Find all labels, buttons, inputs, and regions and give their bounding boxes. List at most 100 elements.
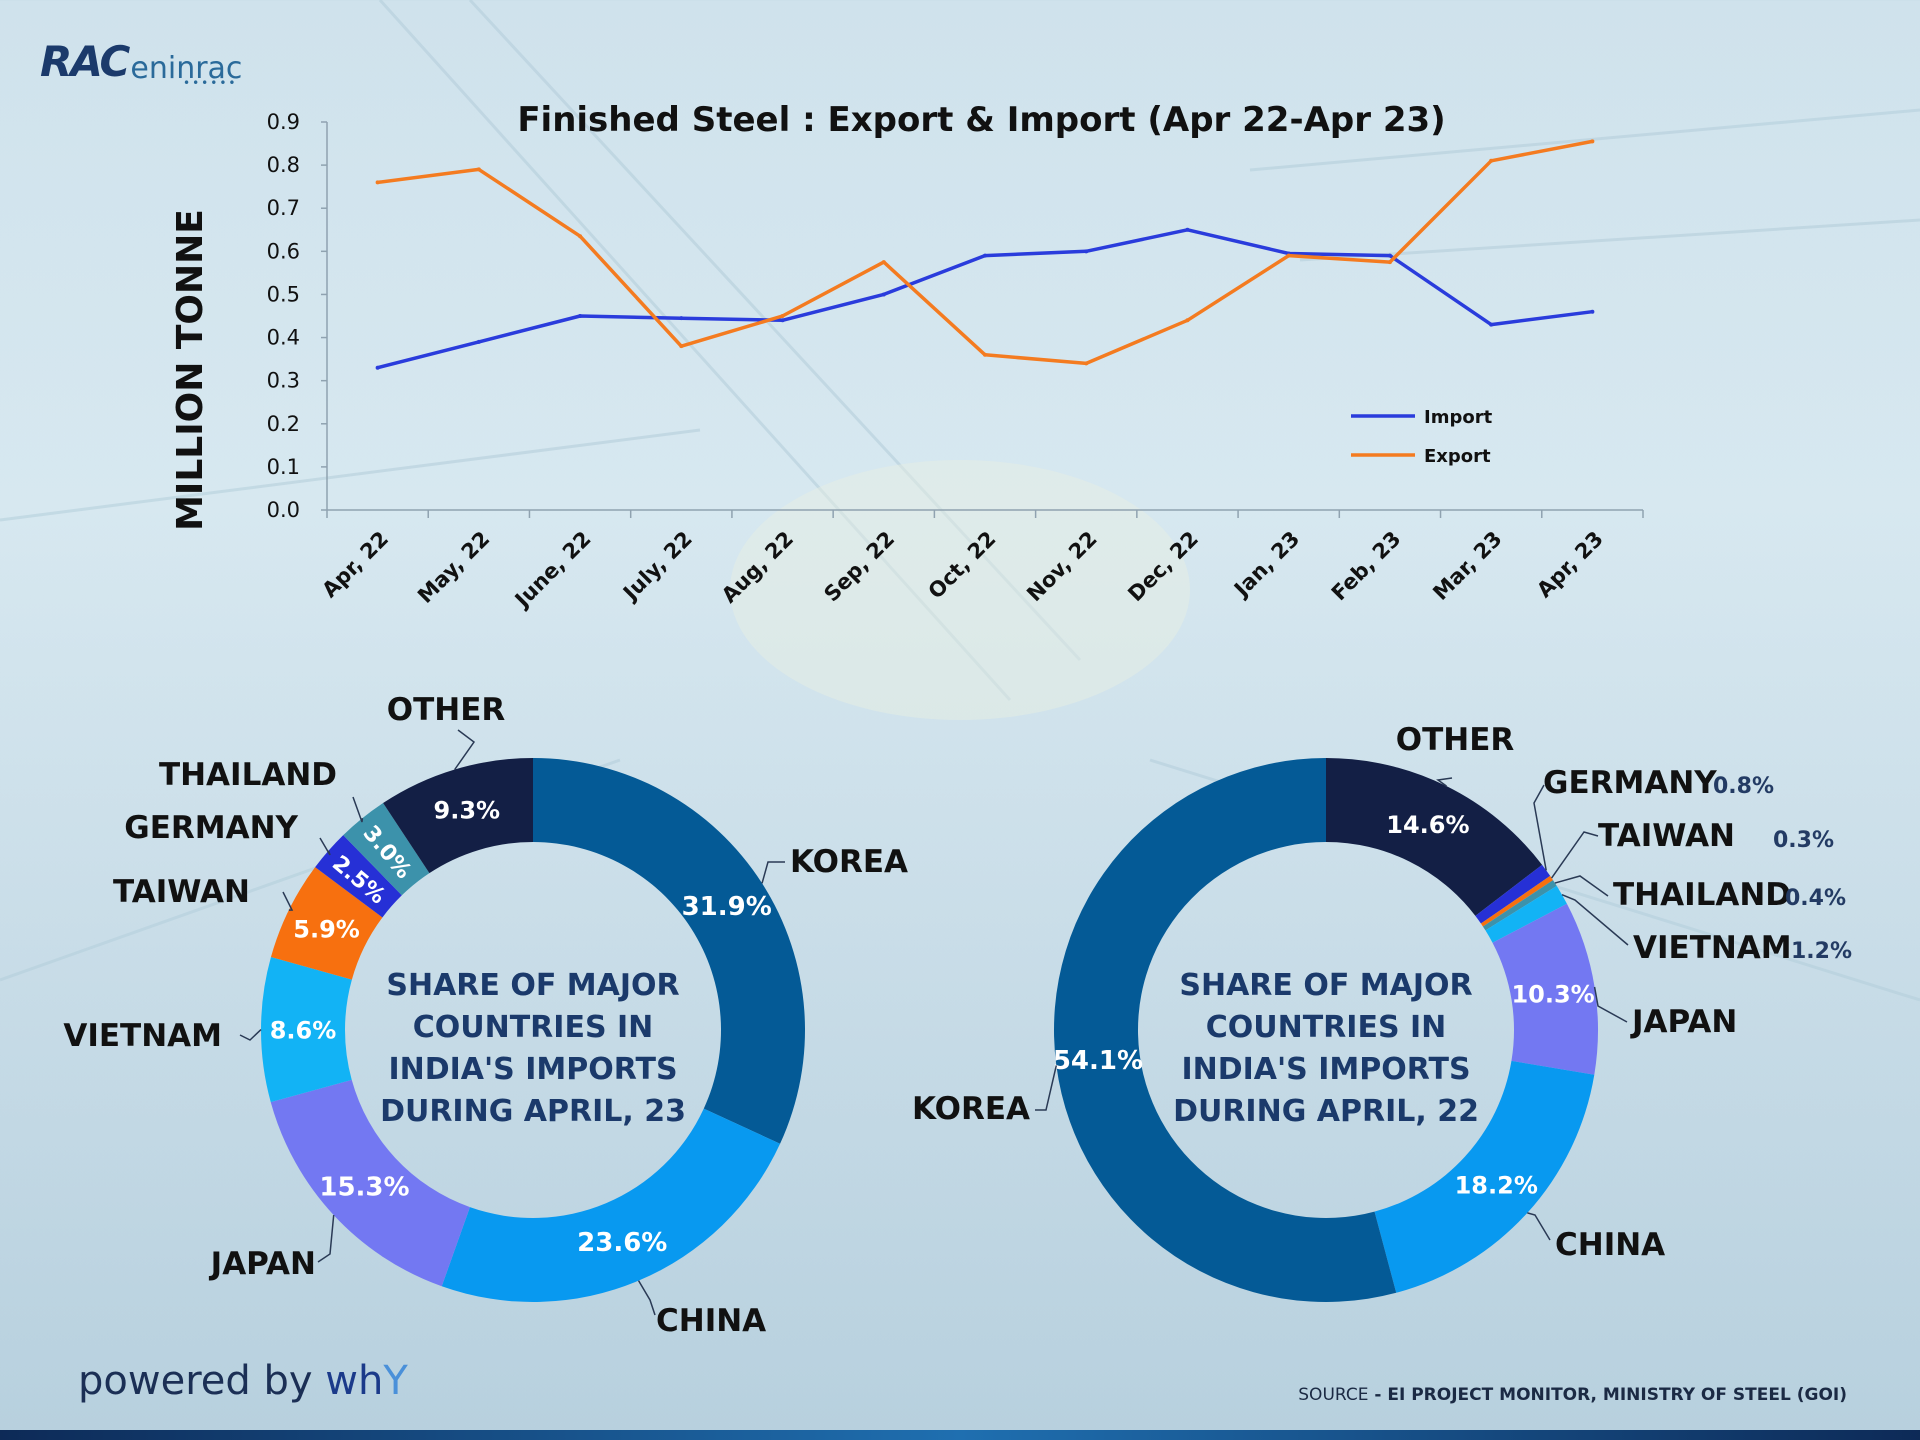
powered-brand: wh — [325, 1358, 384, 1404]
data-point-import — [1387, 253, 1392, 258]
slice-value-taiwan: 5.9% — [293, 916, 360, 944]
slice-germany — [315, 835, 402, 918]
slice-value-korea: 54.1% — [1053, 1046, 1143, 1076]
donut-chart-april-23: 31.9% KOREA 23.6% CHINA 15.3% JAPAN 8.6% VIETNA… — [63, 692, 908, 1339]
logo-prefix: RAC — [40, 37, 130, 86]
legend-label-import: Import — [1424, 407, 1493, 428]
leader-line-taiwan — [1550, 831, 1599, 879]
chart-title: Finished Steel : Export & Import (Apr 22… — [517, 100, 1446, 140]
series-line-export — [377, 139, 1593, 366]
category-label-other: OTHER — [387, 692, 506, 728]
data-point-export — [679, 344, 684, 349]
category-label-taiwan: TAIWAN — [1598, 818, 1735, 854]
source-text: - EI PROJECT MONITOR, MINISTRY OF STEEL … — [1368, 1385, 1847, 1405]
leader-line-vietnam — [239, 1029, 262, 1041]
x-tick-label: Mar, 23 — [1428, 527, 1506, 605]
slice-value-japan: 10.3% — [1511, 981, 1594, 1009]
slice-value-china: 18.2% — [1455, 1172, 1538, 1200]
powered-by: powered by whY — [78, 1358, 408, 1404]
leader-line-korea — [761, 861, 785, 884]
leader-line-other — [1436, 777, 1453, 787]
data-point-import — [1084, 249, 1089, 254]
line-chart: 0.0 0.1 0.2 0.3 0.4 0.5 0.6 0.7 0.8 0.9 Apr, 22 May… — [170, 110, 1644, 614]
slice-value-vietnam: 8.6% — [270, 1017, 337, 1045]
data-point-import — [375, 365, 380, 370]
logo-suffix: eninrac — [130, 51, 243, 86]
x-tick-label: June, 22 — [509, 527, 596, 614]
x-tick-label: Sep, 22 — [819, 527, 899, 607]
x-tick-label: Aug, 22 — [717, 527, 798, 608]
y-tick-label: 0.1 — [267, 455, 300, 479]
category-label-vietnam: VIETNAM — [63, 1018, 222, 1054]
category-label-china: CHINA — [1555, 1227, 1665, 1263]
data-point-import — [780, 318, 785, 323]
donut-center-label-april-22: SHARE OF MAJOR COUNTRIES IN INDIA'S IMPO… — [1173, 968, 1479, 1129]
category-label-korea: KOREA — [790, 844, 908, 880]
data-point-export — [375, 180, 380, 185]
slice-vietnam — [1485, 885, 1567, 943]
leader-line-china — [1527, 1212, 1551, 1241]
slice-value-china: 23.6% — [577, 1228, 667, 1258]
y-tick-label: 0.6 — [267, 239, 300, 263]
data-point-export — [780, 314, 785, 318]
y-tick-label: 0.2 — [267, 412, 300, 436]
data-point-import — [1489, 322, 1494, 327]
leader-line-germany — [1533, 784, 1547, 871]
x-tick-label: May, 22 — [413, 527, 494, 608]
slice-japan — [1492, 903, 1598, 1075]
slice-japan — [270, 1079, 470, 1287]
leader-line-other — [454, 729, 476, 770]
slice-value-other: 14.6% — [1386, 811, 1469, 839]
data-point-import — [983, 253, 987, 258]
data-point-export — [1387, 260, 1392, 265]
legend-label-export: Export — [1424, 446, 1491, 467]
x-tick-label: July, 22 — [617, 527, 697, 607]
category-label-germany: GERMANY — [1543, 765, 1717, 801]
slice-thailand — [343, 803, 430, 896]
slice-vietnam — [261, 957, 352, 1103]
y-tick-label: 0.8 — [267, 153, 300, 177]
source-prefix: SOURCE — [1298, 1385, 1369, 1405]
data-point-import — [1590, 309, 1595, 314]
x-tick-label: Dec, 22 — [1123, 527, 1203, 607]
x-tick-label: Apr, 23 — [1532, 527, 1608, 603]
slice-china — [1374, 1060, 1595, 1293]
category-value-thailand: 0.4% — [1785, 886, 1846, 911]
category-label-korea: KOREA — [912, 1091, 1030, 1127]
leader-line-korea — [1035, 1065, 1058, 1111]
slice-germany — [1475, 864, 1551, 924]
category-label-thailand: THAILAND — [159, 757, 337, 793]
category-value-taiwan: 0.3% — [1773, 828, 1834, 853]
data-point-import — [679, 316, 684, 321]
slice-thailand — [1482, 880, 1557, 931]
slice-value-korea: 31.9% — [682, 892, 772, 922]
bottom-bar — [0, 1430, 1920, 1440]
leader-line-vietnam — [1561, 894, 1629, 946]
data-point-export — [1084, 361, 1089, 366]
powered-brand-y: Y — [383, 1358, 408, 1404]
category-label-japan: JAPAN — [1630, 1004, 1737, 1040]
leader-line-japan — [1593, 986, 1628, 1023]
category-value-germany: 0.8% — [1713, 774, 1774, 799]
slice-china — [441, 1108, 781, 1303]
category-label-vietnam: VIETNAM — [1633, 930, 1792, 966]
category-label-china: CHINA — [656, 1303, 766, 1339]
source-note: SOURCE - EI PROJECT MONITOR, MINISTRY OF… — [1298, 1385, 1847, 1405]
x-tick-label: Oct, 22 — [924, 527, 1001, 604]
x-tick-label: Apr, 22 — [317, 527, 393, 603]
category-label-germany: GERMANY — [124, 810, 298, 846]
data-point-import — [578, 314, 583, 318]
slice-taiwan — [1480, 875, 1554, 927]
data-point-export — [1590, 139, 1595, 144]
leader-line-china — [637, 1280, 656, 1316]
series-line-import — [377, 228, 1593, 370]
x-tick-label: Jan, 23 — [1228, 527, 1304, 603]
slice-value-japan: 15.3% — [319, 1173, 409, 1203]
y-tick-label: 0.5 — [267, 282, 300, 306]
category-label-other: OTHER — [1396, 722, 1515, 758]
leader-line-thailand — [352, 796, 364, 823]
powered-prefix: powered by — [78, 1358, 326, 1404]
data-point-export — [578, 234, 583, 239]
category-value-vietnam: 1.2% — [1791, 939, 1852, 964]
